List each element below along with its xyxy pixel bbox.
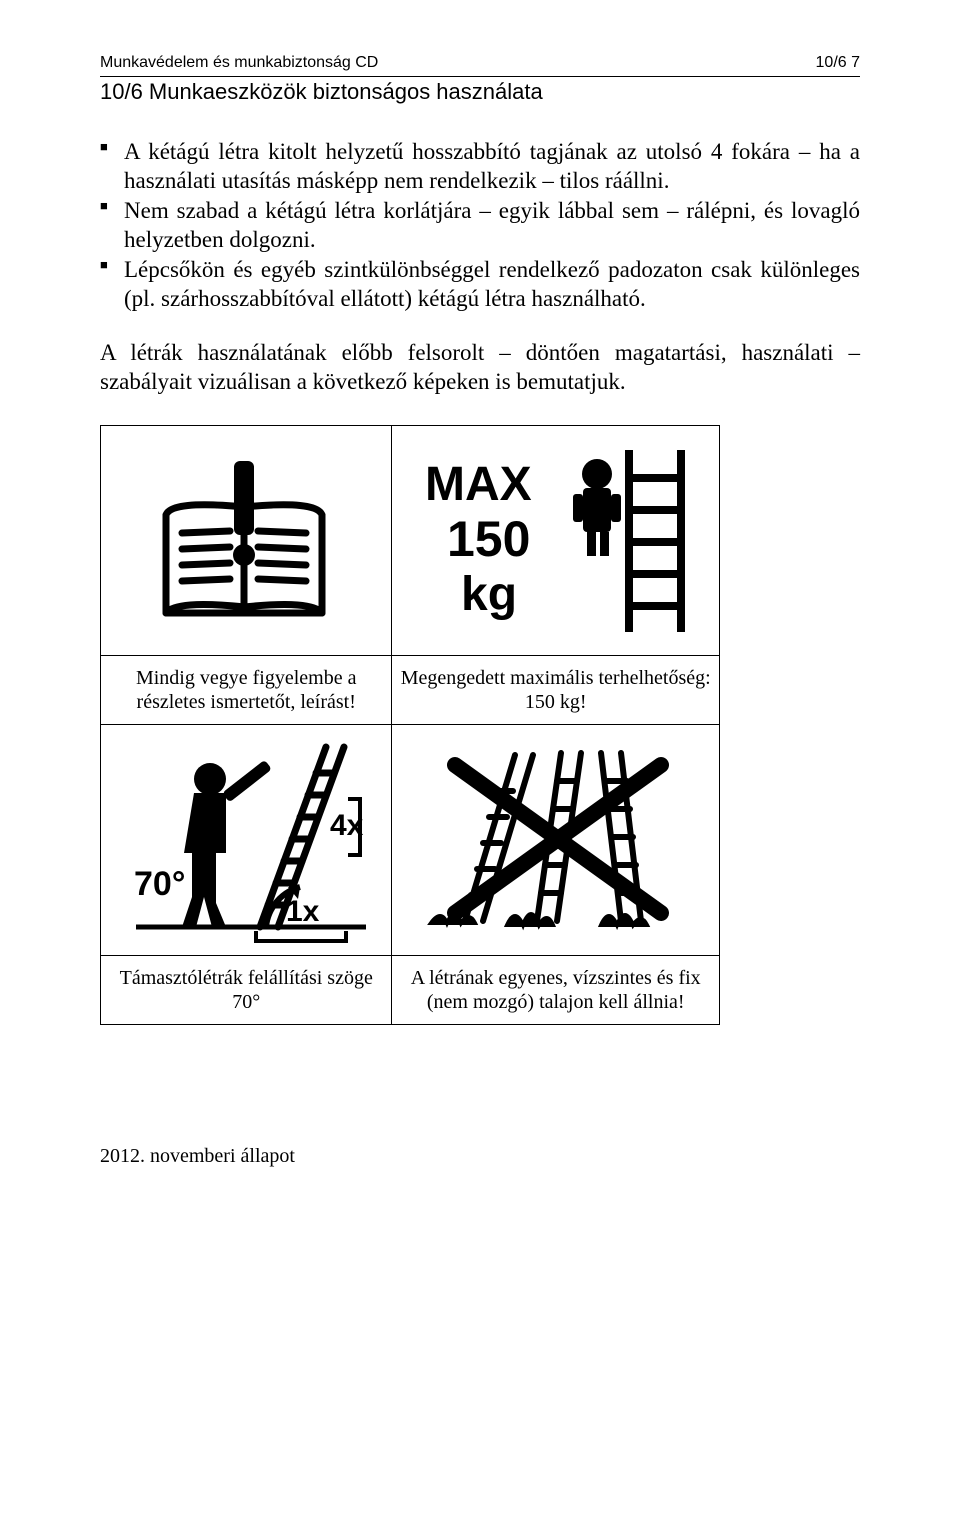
bullet-list: A kétágú létra kitolt helyzetű hosszabbí… [100,137,860,314]
header-rule [100,76,860,77]
intro-paragraph: A létrák használatának előbb felsorolt –… [100,338,860,397]
header-page: 10/6 7 [816,54,860,72]
caption-ground: A létrának egyenes, vízszintes és fix (n… [392,955,720,1024]
bullet-item: A kétágú létra kitolt helyzetű hosszabbí… [124,137,860,196]
header-title: Munkavédelem és munkabiztonság CD [100,54,378,72]
manual-book-icon [126,445,366,635]
picto-max-load: MAX 150 kg [392,425,720,655]
picto-angle: 4x 1x 70° [101,724,392,955]
bullet-item: Nem szabad a kétágú létra korlátjára – e… [124,196,860,255]
unstable-ground-icon [411,735,701,945]
weight-unit: kg [461,568,517,621]
max-label: MAX [425,458,532,511]
angle-label: 70° [134,865,185,903]
picto-manual [101,425,392,655]
caption-angle: Támasztólétrák felállítási szöge 70° [101,955,392,1024]
bullet-item: Lépcsőkön és egyéb szintkülönbséggel ren… [124,255,860,314]
four-x-label: 4x [330,809,364,842]
ladder-angle-icon: 4x 1x 70° [116,735,376,945]
caption-manual: Mindig vegye figyelembe a részletes isme… [101,655,392,724]
max-load-icon: MAX 150 kg [411,440,701,640]
picto-ground [392,724,720,955]
page-header: Munkavédelem és munkabiztonság CD 10/6 7 [100,54,860,72]
section-subhead: 10/6 Munkaeszközök biztonságos használat… [100,79,860,105]
footer-date: 2012. novemberi állapot [100,1145,860,1168]
weight-number: 150 [447,511,530,567]
one-x-label: 1x [286,895,320,928]
pictogram-table: MAX 150 kg [100,425,720,1025]
caption-max-load: Megengedett maximális terhelhetőség: 150… [392,655,720,724]
